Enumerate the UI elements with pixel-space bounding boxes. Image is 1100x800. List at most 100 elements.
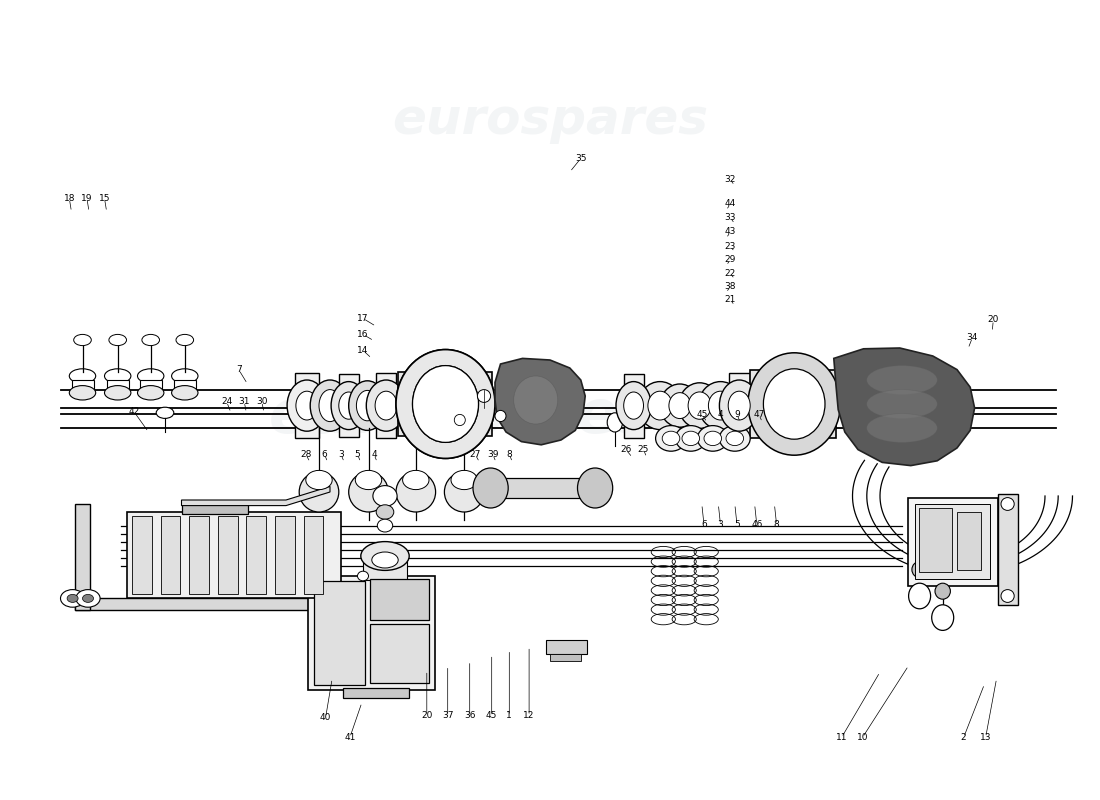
Polygon shape	[729, 373, 750, 438]
Ellipse shape	[719, 426, 750, 451]
Ellipse shape	[444, 472, 484, 512]
Bar	[275, 516, 295, 594]
Bar	[491, 478, 595, 498]
Text: 40: 40	[320, 713, 331, 722]
Ellipse shape	[375, 391, 397, 420]
Text: 2: 2	[960, 733, 967, 742]
Bar	[363, 556, 407, 580]
Text: 16: 16	[358, 330, 368, 339]
Text: 22: 22	[725, 269, 736, 278]
Ellipse shape	[69, 369, 96, 383]
Bar	[72, 380, 94, 393]
Bar	[246, 516, 266, 594]
Ellipse shape	[867, 414, 937, 442]
Ellipse shape	[607, 413, 623, 432]
Ellipse shape	[867, 366, 937, 394]
Polygon shape	[339, 374, 359, 437]
Text: 37: 37	[442, 711, 453, 721]
Polygon shape	[308, 576, 435, 690]
Ellipse shape	[912, 562, 927, 578]
Ellipse shape	[287, 380, 327, 431]
Text: 19: 19	[81, 194, 92, 203]
Text: 42: 42	[129, 407, 140, 417]
Text: 23: 23	[725, 242, 736, 251]
Ellipse shape	[355, 470, 382, 490]
Text: 4: 4	[717, 410, 724, 419]
Bar	[218, 516, 238, 594]
Ellipse shape	[396, 472, 436, 512]
Ellipse shape	[1001, 498, 1014, 510]
Text: 33: 33	[725, 213, 736, 222]
Ellipse shape	[396, 350, 495, 458]
Ellipse shape	[156, 407, 174, 418]
Ellipse shape	[373, 486, 397, 506]
Polygon shape	[182, 486, 330, 506]
Ellipse shape	[451, 470, 477, 490]
Ellipse shape	[697, 426, 728, 451]
Ellipse shape	[675, 426, 706, 451]
Ellipse shape	[624, 392, 644, 419]
Ellipse shape	[473, 468, 508, 508]
Text: 3: 3	[338, 450, 344, 459]
Bar	[546, 640, 587, 654]
Text: 31: 31	[239, 397, 250, 406]
Ellipse shape	[74, 334, 91, 346]
Polygon shape	[314, 581, 365, 685]
Text: 36: 36	[464, 711, 475, 721]
Ellipse shape	[656, 426, 686, 451]
Text: 41: 41	[344, 733, 355, 742]
Bar	[343, 688, 409, 698]
Text: 3: 3	[717, 520, 724, 530]
Ellipse shape	[104, 386, 131, 400]
Ellipse shape	[377, 519, 393, 532]
Ellipse shape	[138, 386, 164, 400]
Ellipse shape	[662, 431, 680, 446]
Ellipse shape	[412, 366, 478, 442]
Polygon shape	[370, 624, 429, 683]
Text: 13: 13	[980, 733, 991, 742]
Ellipse shape	[356, 390, 378, 421]
Text: 34: 34	[967, 333, 978, 342]
Ellipse shape	[366, 380, 406, 431]
Ellipse shape	[1001, 590, 1014, 602]
Polygon shape	[398, 372, 492, 436]
Bar	[915, 504, 990, 579]
Text: 11: 11	[836, 733, 847, 742]
Text: eurospares: eurospares	[392, 96, 708, 144]
Bar	[189, 516, 209, 594]
Text: 18: 18	[64, 194, 75, 203]
Bar	[132, 516, 152, 594]
Polygon shape	[834, 348, 975, 466]
Bar	[957, 512, 981, 570]
Text: 15: 15	[99, 194, 110, 203]
Ellipse shape	[708, 391, 733, 420]
Ellipse shape	[376, 505, 394, 519]
Ellipse shape	[763, 369, 825, 439]
Text: 17: 17	[358, 314, 368, 323]
Ellipse shape	[69, 386, 96, 400]
Text: 25: 25	[638, 445, 649, 454]
Text: 28: 28	[300, 450, 311, 459]
Ellipse shape	[726, 431, 744, 446]
Bar	[304, 516, 323, 594]
Text: 39: 39	[487, 450, 498, 459]
Polygon shape	[75, 598, 402, 610]
Polygon shape	[75, 504, 90, 610]
Ellipse shape	[669, 393, 691, 418]
Ellipse shape	[172, 386, 198, 400]
Text: 32: 32	[725, 175, 736, 185]
Polygon shape	[376, 373, 396, 438]
Text: 8: 8	[506, 450, 513, 459]
Text: 45: 45	[696, 410, 707, 419]
Text: 12: 12	[524, 711, 535, 721]
Ellipse shape	[867, 390, 937, 418]
Ellipse shape	[176, 334, 194, 346]
Text: 20: 20	[421, 711, 432, 721]
Ellipse shape	[698, 382, 742, 430]
Text: 26: 26	[620, 445, 631, 454]
Text: 21: 21	[725, 295, 736, 305]
Ellipse shape	[358, 571, 368, 581]
Bar	[126, 512, 341, 598]
Text: 27: 27	[470, 450, 481, 459]
Ellipse shape	[495, 410, 506, 422]
